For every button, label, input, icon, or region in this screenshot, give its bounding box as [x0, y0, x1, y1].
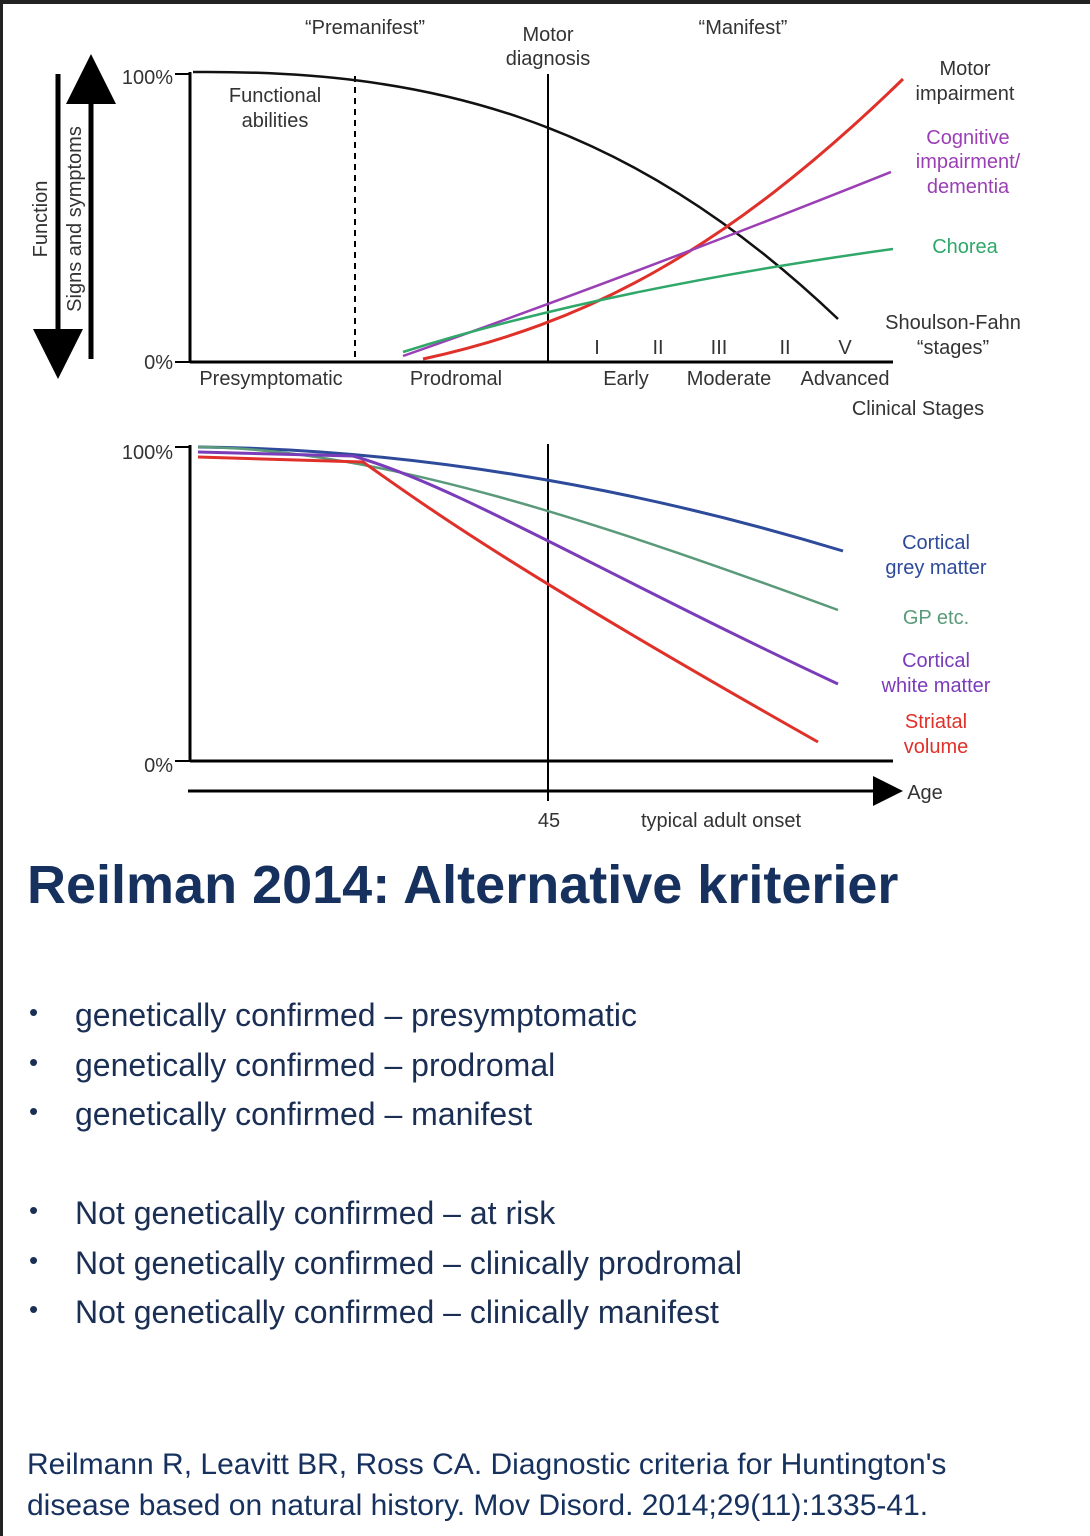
curve: [422, 77, 905, 361]
figure-label: Early: [603, 368, 649, 390]
figure-label: impairment: [916, 83, 1015, 105]
figure-label: typical adult onset: [641, 810, 802, 832]
bullet-list: Not genetically confirmed – at risk Not …: [25, 1195, 742, 1344]
figure-label: Shoulson-Fahn: [885, 312, 1021, 334]
figure-label: Motor: [939, 58, 990, 80]
group: Motor impairment: [916, 58, 1015, 105]
figure-label: 100%: [122, 67, 173, 89]
figure-label: Signs and symptoms: [64, 126, 86, 312]
curve: [402, 247, 894, 354]
bullet-list: genetically confirmed – presymptomatic g…: [25, 997, 637, 1146]
figure-label: “Premanifest”: [305, 17, 425, 39]
bullet: genetically confirmed – prodromal: [25, 1047, 637, 1097]
figure-label: 0%: [144, 755, 173, 777]
figure-label: I: [594, 337, 600, 359]
citation-line: Reilmann R, Leavitt BR, Ross CA. Diagnos…: [27, 1448, 947, 1481]
figure-label: Functional: [229, 85, 321, 107]
figure-label: V: [838, 337, 852, 359]
figure: “Premanifest” Motor diagnosis “Manifest”…: [30, 17, 1021, 832]
figure-label: Prodromal: [410, 368, 502, 390]
curve: [197, 445, 844, 553]
curve: [402, 170, 892, 358]
figure-label: Chorea: [932, 236, 998, 258]
figure-label: Clinical Stages: [852, 398, 984, 420]
figure-label: III: [711, 337, 728, 359]
figure-label: impairment/: [916, 151, 1021, 173]
figure-label: Motor: [522, 24, 573, 46]
figure-label: 45: [538, 810, 560, 832]
figure-label: “stages”: [917, 337, 989, 359]
figure-label: 100%: [122, 442, 173, 464]
figure-label: Cognitive: [926, 127, 1009, 149]
curve: [197, 450, 839, 686]
curve: [197, 445, 839, 612]
figure-label: II: [779, 337, 790, 359]
figure-label: grey matter: [885, 557, 986, 579]
figure-label: Striatal: [905, 711, 967, 733]
figure-label: 0%: [144, 352, 173, 374]
bullet: Not genetically confirmed – clinically p…: [25, 1245, 742, 1295]
figure-label: Function: [30, 181, 52, 258]
figure-label: Moderate: [687, 368, 772, 390]
figure-label: Presymptomatic: [199, 368, 342, 390]
figure-label: Advanced: [801, 368, 890, 390]
figure-label: Cortical: [902, 532, 970, 554]
curve: [197, 455, 819, 744]
figure-label: GP etc.: [903, 607, 969, 629]
slide-title: Reilman 2014: Alternative kriterier: [27, 855, 899, 915]
figure-label: “Manifest”: [699, 17, 788, 39]
citation: Reilmann R, Leavitt BR, Ross CA. Diagnos…: [27, 1444, 946, 1526]
figure-label: abilities: [242, 110, 309, 132]
bullet: Not genetically confirmed – at risk: [25, 1195, 742, 1245]
figure-label: diagnosis: [506, 48, 591, 70]
figure-label: volume: [904, 736, 968, 758]
citation-line: disease based on natural history. Mov Di…: [27, 1489, 929, 1522]
bullet: genetically confirmed – presymptomatic: [25, 997, 637, 1047]
figure-label: Age: [907, 782, 943, 804]
bullet: genetically confirmed – manifest: [25, 1096, 637, 1146]
curve: [192, 70, 839, 320]
figure-label: Cortical: [902, 650, 970, 672]
figure-label: dementia: [927, 176, 1010, 198]
bullet: Not genetically confirmed – clinically m…: [25, 1294, 742, 1344]
figure-label: II: [652, 337, 663, 359]
figure-label: white matter: [881, 675, 991, 697]
